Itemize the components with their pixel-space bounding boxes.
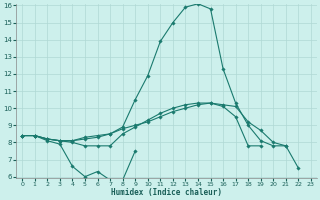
- X-axis label: Humidex (Indice chaleur): Humidex (Indice chaleur): [111, 188, 222, 197]
